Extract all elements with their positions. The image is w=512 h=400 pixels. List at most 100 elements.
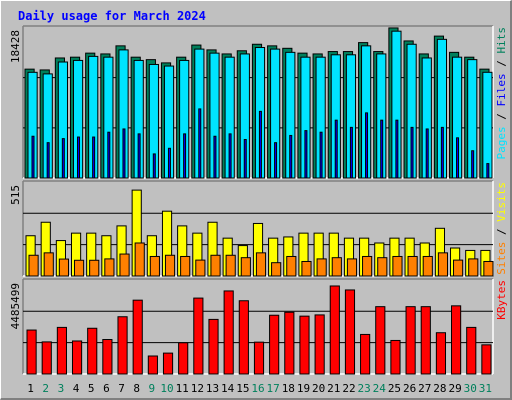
pages-bar-day-23 bbox=[365, 112, 369, 179]
kbytes-bar-day-30 bbox=[466, 326, 477, 375]
pages-bar-day-25 bbox=[395, 119, 399, 179]
chart-title: Daily usage for March 2024 bbox=[18, 9, 206, 23]
x-tick-label-day-15: 15 bbox=[236, 382, 249, 395]
pages-bar-day-10 bbox=[167, 147, 171, 179]
sites-bar-day-25 bbox=[392, 255, 403, 277]
sites-bar-day-11 bbox=[180, 255, 191, 277]
pages-bar-day-11 bbox=[183, 133, 187, 179]
kbytes-bar-day-15 bbox=[238, 300, 249, 375]
sites-bar-day-31 bbox=[483, 260, 494, 277]
x-tick-label-day-1: 1 bbox=[27, 382, 34, 395]
pages-bar-day-19 bbox=[304, 130, 308, 179]
legend-separator: / bbox=[495, 54, 508, 74]
kbytes-bar-day-4 bbox=[71, 340, 83, 375]
legend-separator: / bbox=[495, 107, 508, 127]
files-bar-day-31 bbox=[482, 71, 493, 179]
kbytes-bar-day-3 bbox=[56, 326, 67, 375]
kbytes-bar-day-21 bbox=[329, 285, 340, 375]
pages-bar-day-18 bbox=[289, 134, 293, 179]
x-tick-label-day-25: 25 bbox=[388, 382, 401, 395]
pages-bar-day-27 bbox=[425, 128, 429, 179]
x-tick-label-day-30: 30 bbox=[464, 382, 477, 395]
pages-bar-day-17 bbox=[274, 142, 278, 179]
pages-bar-day-22 bbox=[349, 126, 353, 179]
x-tick-label-day-9: 9 bbox=[149, 382, 156, 395]
x-tick-label-day-24: 24 bbox=[373, 382, 387, 395]
kbytes-bar-day-12 bbox=[193, 297, 204, 375]
kbytes-bar-day-16 bbox=[253, 341, 265, 375]
pages-bar-day-28 bbox=[440, 126, 444, 179]
kbytes-bar-day-6 bbox=[102, 339, 113, 375]
kbytes-bar-day-14 bbox=[223, 290, 234, 375]
x-tick-label-day-31: 31 bbox=[479, 382, 492, 395]
sites-bar-day-7 bbox=[119, 253, 130, 277]
x-tick-label-day-14: 14 bbox=[221, 382, 235, 395]
pages-bar-day-7 bbox=[122, 128, 126, 179]
kbytes-bar-day-22 bbox=[344, 289, 356, 375]
legend-sites: Sites bbox=[495, 242, 508, 275]
pages-bar-day-2 bbox=[46, 142, 50, 179]
sites-bar-day-21 bbox=[331, 257, 342, 277]
sites-bar-day-4 bbox=[73, 259, 85, 277]
sites-bar-day-19 bbox=[301, 260, 312, 277]
sites-bar-day-27 bbox=[422, 255, 433, 277]
sites-bar-day-8 bbox=[134, 242, 145, 277]
x-tick-label-day-6: 6 bbox=[103, 382, 110, 395]
pages-bar-day-12 bbox=[198, 108, 202, 179]
x-tick-label-day-10: 10 bbox=[160, 382, 173, 395]
sites-bar-day-5 bbox=[89, 259, 100, 277]
kbytes-panel-legend: KBytes bbox=[495, 280, 508, 320]
pages-bar-day-26 bbox=[410, 126, 414, 179]
kbytes-bar-day-25 bbox=[390, 339, 401, 375]
x-tick-label-day-12: 12 bbox=[191, 382, 204, 395]
visits-panel-legend: Sites / Visits bbox=[495, 182, 508, 275]
kbytes-bar-day-13 bbox=[208, 318, 219, 375]
kbytes-bar-day-28 bbox=[435, 332, 447, 375]
kbytes-bar-day-1 bbox=[26, 329, 37, 375]
sites-bar-day-13 bbox=[210, 254, 221, 277]
sites-bar-day-26 bbox=[407, 255, 418, 277]
sites-bar-day-9 bbox=[149, 255, 160, 277]
kbytes-bar-day-29 bbox=[451, 305, 462, 375]
pages-bar-day-8 bbox=[137, 133, 141, 179]
pages-bar-day-15 bbox=[243, 138, 247, 179]
pages-bar-day-20 bbox=[319, 131, 323, 179]
legend-files: Files bbox=[495, 73, 508, 106]
sites-bar-day-10 bbox=[164, 254, 176, 277]
legend-pages: Pages bbox=[495, 126, 508, 159]
kbytes-bar-day-17 bbox=[269, 314, 280, 375]
x-tick-label-day-19: 19 bbox=[297, 382, 310, 395]
x-tick-label-day-5: 5 bbox=[88, 382, 95, 395]
x-tick-label-day-11: 11 bbox=[176, 382, 189, 395]
sites-bar-day-6 bbox=[104, 258, 115, 277]
kbytes-bar-day-9 bbox=[147, 355, 158, 375]
kbytes-bar-day-18 bbox=[284, 311, 295, 375]
kbytes-bar-day-8 bbox=[132, 299, 143, 375]
x-tick-label-day-2: 2 bbox=[42, 382, 49, 395]
kbytes-bar-day-11 bbox=[178, 342, 189, 375]
pages-bar-day-3 bbox=[61, 138, 65, 179]
pages-bar-day-4 bbox=[76, 136, 80, 179]
kbytes-panel-ymax-label: 4485499 bbox=[9, 283, 22, 329]
x-tick-label-day-29: 29 bbox=[448, 382, 461, 395]
x-tick-label-day-17: 17 bbox=[267, 382, 280, 395]
x-tick-label-day-28: 28 bbox=[433, 382, 446, 395]
sites-bar-day-24 bbox=[377, 257, 388, 277]
kbytes-bar-day-31 bbox=[481, 344, 492, 375]
kbytes-bar-day-20 bbox=[314, 314, 325, 375]
x-tick-label-day-26: 26 bbox=[403, 382, 416, 395]
kbytes-bar-day-10 bbox=[162, 352, 174, 375]
sites-bar-day-30 bbox=[468, 258, 479, 277]
x-tick-label-day-20: 20 bbox=[312, 382, 325, 395]
x-tick-label-day-7: 7 bbox=[118, 382, 125, 395]
pages-bar-day-9 bbox=[152, 153, 156, 179]
hits-panel-ymax-label: 18428 bbox=[9, 30, 22, 63]
x-tick-label-day-8: 8 bbox=[133, 382, 140, 395]
sites-bar-day-23 bbox=[362, 255, 373, 277]
x-tick-label-day-4: 4 bbox=[73, 382, 80, 395]
x-tick-label-day-18: 18 bbox=[282, 382, 295, 395]
sites-bar-day-16 bbox=[255, 252, 267, 277]
kbytes-bar-day-24 bbox=[375, 306, 386, 375]
x-tick-label-day-22: 22 bbox=[342, 382, 355, 395]
